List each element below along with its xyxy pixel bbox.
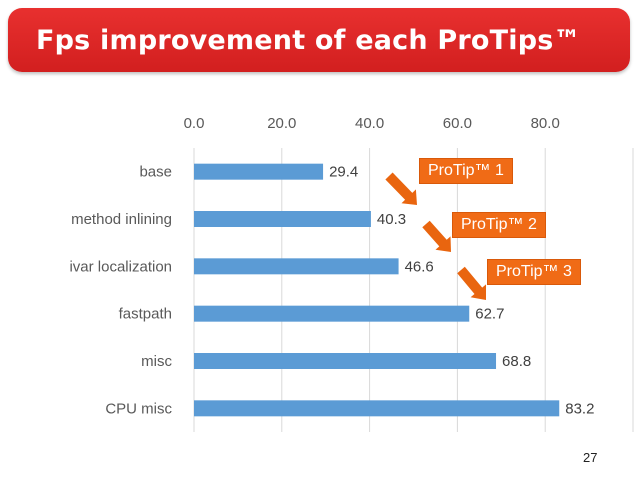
category-label: ivar localization bbox=[69, 258, 172, 275]
callout-arrow bbox=[422, 220, 451, 252]
category-label: method inlining bbox=[71, 211, 172, 228]
protip-1-callout: ProTip™ 1 bbox=[419, 158, 513, 184]
x-tick-label: 60.0 bbox=[443, 115, 472, 132]
bar bbox=[194, 305, 470, 322]
callout-arrow bbox=[385, 172, 417, 205]
bar bbox=[194, 211, 371, 227]
data-label: 83.2 bbox=[565, 400, 594, 417]
category-label: CPU misc bbox=[105, 400, 172, 417]
page-number: 27 bbox=[583, 450, 598, 465]
data-label: 40.3 bbox=[377, 211, 406, 228]
category-label: misc bbox=[141, 353, 172, 370]
data-label: 46.6 bbox=[405, 258, 434, 275]
x-tick-label: 0.0 bbox=[184, 115, 205, 132]
x-tick-label: 80.0 bbox=[531, 115, 560, 132]
title-banner: Fps improvement of each ProTips™ bbox=[8, 8, 630, 72]
data-label: 62.7 bbox=[475, 306, 504, 323]
callout-arrow bbox=[457, 266, 486, 300]
protip-3-callout: ProTip™ 3 bbox=[487, 259, 581, 285]
x-tick-label: 40.0 bbox=[355, 115, 384, 132]
data-label: 68.8 bbox=[502, 353, 531, 370]
category-label: fastpath bbox=[119, 306, 172, 323]
slide-title: Fps improvement of each ProTips™ bbox=[36, 25, 581, 56]
bar bbox=[194, 258, 399, 275]
data-label: 29.4 bbox=[329, 164, 358, 181]
bar bbox=[194, 163, 324, 180]
bar bbox=[194, 400, 560, 417]
x-tick-label: 20.0 bbox=[267, 115, 296, 132]
bar bbox=[194, 353, 497, 369]
category-label: base bbox=[139, 164, 172, 181]
protip-2-callout: ProTip™ 2 bbox=[452, 212, 546, 238]
